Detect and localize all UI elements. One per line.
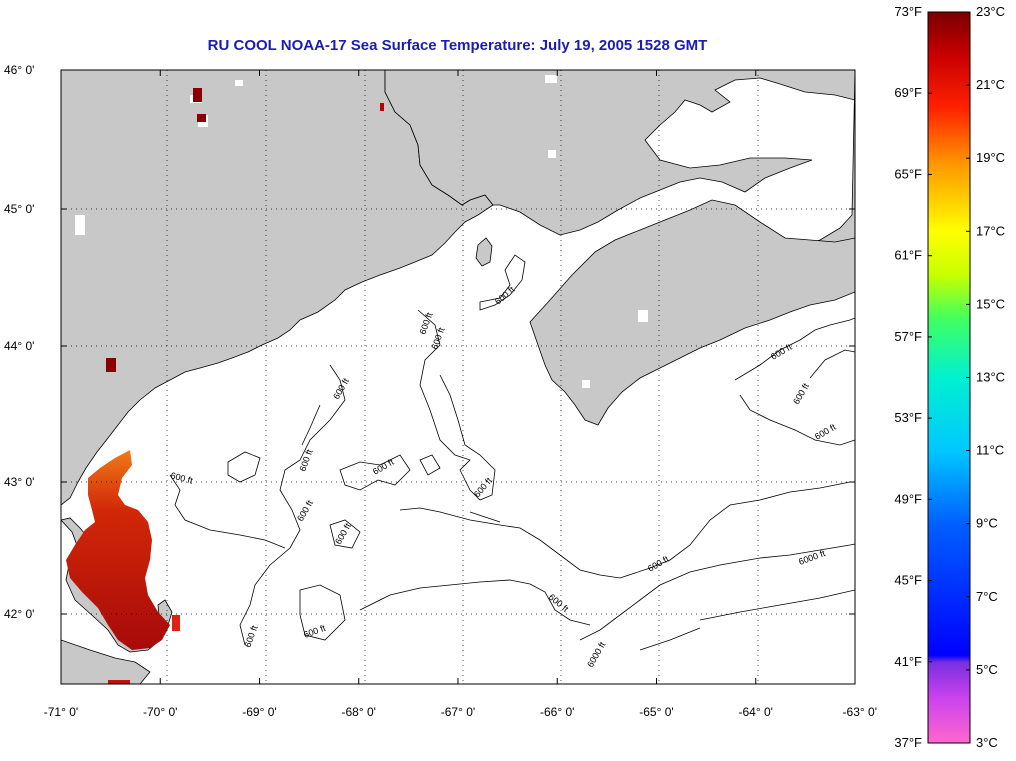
- temperature-colorbar: [927, 11, 971, 744]
- colorbar-c-label: 5°C: [976, 662, 998, 677]
- colorbar-c-label: 19°C: [976, 150, 1005, 165]
- sst-patch-lake-4: [380, 103, 384, 111]
- map-layers: 600 ft 600 ft 600 ft 600 ft 600 ft 600 f…: [61, 70, 855, 684]
- colorbar-c-label: 7°C: [976, 589, 998, 604]
- colorbar-c-label: 9°C: [976, 516, 998, 531]
- lon-tick-label: -64° 0': [739, 705, 773, 719]
- colorbar-f-label: 45°F: [894, 573, 922, 588]
- colorbar-c-label: 3°C: [976, 735, 998, 750]
- colorbar-c-label: 11°C: [976, 443, 1004, 458]
- sst-patch-lake-2: [197, 114, 206, 122]
- sst-patch-lake-1: [193, 88, 202, 102]
- land-nova-scotia: [529, 199, 855, 426]
- longitude-axis: -71° 0' -70° 0' -69° 0' -68° 0' -67° 0' -66° …: [44, 70, 877, 719]
- colorbar-f-label: 37°F: [894, 735, 922, 750]
- colorbar-f-label: 69°F: [894, 85, 922, 100]
- lon-tick-label: -65° 0': [639, 705, 673, 719]
- sst-patch-lake-3: [106, 358, 116, 372]
- lat-tick-label: 42° 0': [4, 607, 34, 621]
- colorbar-c-label: 21°C: [976, 77, 1005, 92]
- sst-patch-south: [108, 680, 130, 684]
- sst-patch-massachusetts-bay: [66, 450, 170, 650]
- colorbar-f-label: 49°F: [894, 491, 922, 506]
- land-new-brunswick: [384, 70, 855, 236]
- colorbar-c-label: 23°C: [976, 4, 1005, 19]
- lon-tick-label: -71° 0': [44, 705, 78, 719]
- lat-tick-label: 46° 0': [4, 63, 34, 77]
- colorbar-c-label: 13°C: [976, 370, 1005, 385]
- colorbar-f-label: 53°F: [894, 410, 922, 425]
- lon-tick-label: -67° 0': [441, 705, 475, 719]
- lat-tick-label: 45° 0': [4, 202, 34, 216]
- colorbar-celsius-labels: 23°C 21°C 19°C 17°C 15°C 13°C 11°C 9°C 7°C 5°C 3°C: [966, 4, 1005, 750]
- lat-tick-label: 43° 0': [4, 475, 34, 489]
- colorbar-f-label: 41°F: [894, 654, 922, 669]
- lon-tick-label: -66° 0': [540, 705, 574, 719]
- colorbar-c-label: 15°C: [976, 296, 1005, 311]
- colorbar-f-label: 61°F: [894, 248, 922, 263]
- colorbar-fahrenheit-labels: 73°F 69°F 65°F 61°F 57°F 53°F 49°F 45°F 41°F 37°F: [894, 4, 932, 750]
- lat-tick-label: 44° 0': [4, 339, 34, 353]
- bathymetry-contours: [169, 254, 855, 651]
- lon-tick-label: -70° 0': [143, 705, 177, 719]
- lon-tick-label: -68° 0': [342, 705, 376, 719]
- lon-tick-label: -63° 0': [843, 705, 877, 719]
- colorbar-c-label: 17°C: [976, 223, 1005, 238]
- land-grand-manan: [475, 237, 493, 267]
- lon-tick-label: -69° 0': [242, 705, 276, 719]
- latitude-axis: 46° 0' 45° 0' 44° 0' 43° 0' 42° 0': [4, 63, 855, 621]
- colorbar-f-label: 65°F: [894, 166, 922, 181]
- map-title: RU COOL NOAA-17 Sea Surface Temperature:…: [207, 37, 708, 54]
- sst-patch-cape-cod-east: [172, 615, 180, 631]
- colorbar-f-label: 73°F: [894, 4, 922, 19]
- colorbar-f-label: 57°F: [894, 329, 922, 344]
